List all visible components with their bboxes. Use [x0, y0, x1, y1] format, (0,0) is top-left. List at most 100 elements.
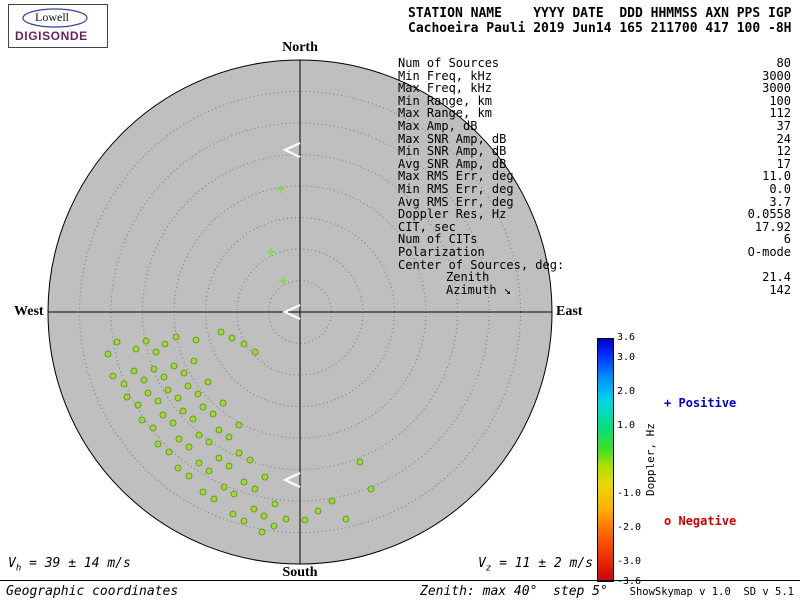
param-value: 17.92 [754, 219, 791, 234]
param-label: Max Amp, dB [398, 118, 478, 133]
source-point [228, 334, 236, 342]
param-value: 37 [776, 118, 791, 133]
source-point [251, 485, 259, 493]
param-label: Avg SNR Amp, dB [398, 156, 507, 171]
vertical-velocity-value: Vz = 11 ± 2 m/s [478, 556, 593, 574]
param-label: Doppler Res, Hz [398, 207, 507, 222]
source-point [215, 426, 223, 434]
source-point [134, 401, 142, 409]
source-point [165, 448, 173, 456]
param-label: Zenith [446, 270, 490, 285]
source-point [138, 416, 146, 424]
param-value: 11.0 [762, 169, 791, 184]
param-value: 100 [769, 93, 791, 108]
compass-north-label: North [282, 40, 318, 55]
param-label: Polarization [398, 244, 485, 259]
source-point [132, 345, 140, 353]
source-point [140, 376, 148, 384]
param-row: Max Amp, dB 37 [398, 120, 791, 133]
param-row: Avg RMS Err, deg 3.7 [398, 194, 791, 209]
param-label: CIT, sec [398, 219, 456, 234]
source-point [184, 382, 192, 390]
velocity-arrow-icon [282, 142, 301, 158]
velocity-arrow-icon [282, 304, 301, 320]
source-point [164, 386, 172, 394]
colorbar-tick: 3.0 [617, 352, 636, 364]
param-label: Max Freq, kHz [398, 81, 492, 96]
source-point [240, 478, 248, 486]
source-point [175, 435, 183, 443]
legend-negative: o Negative [664, 514, 736, 528]
source-point [142, 337, 150, 345]
source-point [185, 472, 193, 480]
source-point [367, 485, 375, 493]
source-point [235, 449, 243, 457]
param-label: Min SNR Amp, dB [398, 144, 507, 159]
legend-positive-label: Positive [678, 396, 737, 410]
source-point [169, 419, 177, 427]
colorbar-tick: 2.0 [617, 386, 636, 398]
source-point [195, 431, 203, 439]
source-point [250, 505, 258, 513]
param-label: Min Range, km [398, 93, 492, 108]
source-point [189, 415, 197, 423]
source-point [120, 380, 128, 388]
colorbar-tick: -1.0 [617, 487, 642, 499]
param-label: Min RMS Err, deg [398, 181, 514, 196]
compass-south-label: South [282, 565, 318, 580]
source-point [240, 340, 248, 348]
source-point [215, 454, 223, 462]
source-point [225, 462, 233, 470]
param-value: 24 [776, 131, 791, 146]
source-point [195, 459, 203, 467]
source-point [230, 490, 238, 498]
source-point [229, 510, 237, 518]
param-label: Max SNR Amp, dB [398, 131, 507, 146]
source-point [210, 495, 218, 503]
source-point [261, 473, 269, 481]
horizontal-velocity-value: Vh = 39 ± 14 m/s [8, 556, 131, 574]
param-value: 0.0 [769, 181, 791, 196]
param-value: 112 [769, 106, 791, 121]
circle-marker-icon: o [664, 514, 672, 528]
source-point [185, 443, 193, 451]
param-row: CIT, sec 17.92 [398, 221, 791, 234]
source-point [180, 369, 188, 377]
param-value: 3000 [762, 81, 791, 96]
param-row: Num of Sources 80 [398, 57, 791, 70]
source-point [342, 515, 350, 523]
colorbar-tick: 3.6 [617, 332, 636, 343]
source-point [260, 512, 268, 520]
source-point [204, 378, 212, 386]
colorbar-tick: -2.0 [617, 521, 642, 533]
velocity-arrow-icon [282, 472, 301, 488]
param-value: 3.7 [769, 194, 791, 209]
parameter-panel: Num of Sources 80 Min Freq, kHz 3000 Max Fre… [398, 57, 791, 296]
param-label: Avg RMS Err, deg [398, 194, 514, 209]
param-value: 0.0558 [747, 207, 791, 222]
source-point [217, 328, 225, 336]
source-point [240, 517, 248, 525]
param-row: Zenith 21.4 [398, 271, 791, 284]
param-value: 142 [769, 282, 791, 297]
footer-divider [0, 580, 800, 581]
header-column-names: STATION NAME YYYY DATE DDD HHMMSS AXN PP… [408, 6, 792, 21]
param-label: Azimuth ↘ [446, 282, 512, 297]
source-point [150, 365, 158, 373]
header-station-values: Cachoeira Pauli 2019 Jun14 165 211700 41… [408, 21, 792, 36]
param-value: 12 [776, 144, 791, 159]
source-point [152, 348, 160, 356]
param-row: Min Range, km 100 [398, 95, 791, 108]
coordinates-mode-label: Geographic coordinates [6, 584, 179, 599]
source-point [174, 394, 182, 402]
param-row: Max SNR Amp, dB 24 [398, 131, 791, 146]
compass-west-label: West [14, 304, 44, 319]
source-point [104, 350, 112, 358]
param-label: Max RMS Err, deg [398, 169, 514, 184]
param-row: Avg SNR Amp, dB 17 [398, 158, 791, 171]
source-point [199, 403, 207, 411]
param-row: Azimuth ↘ 142 [398, 284, 791, 297]
source-point [154, 397, 162, 405]
source-point [109, 372, 117, 380]
